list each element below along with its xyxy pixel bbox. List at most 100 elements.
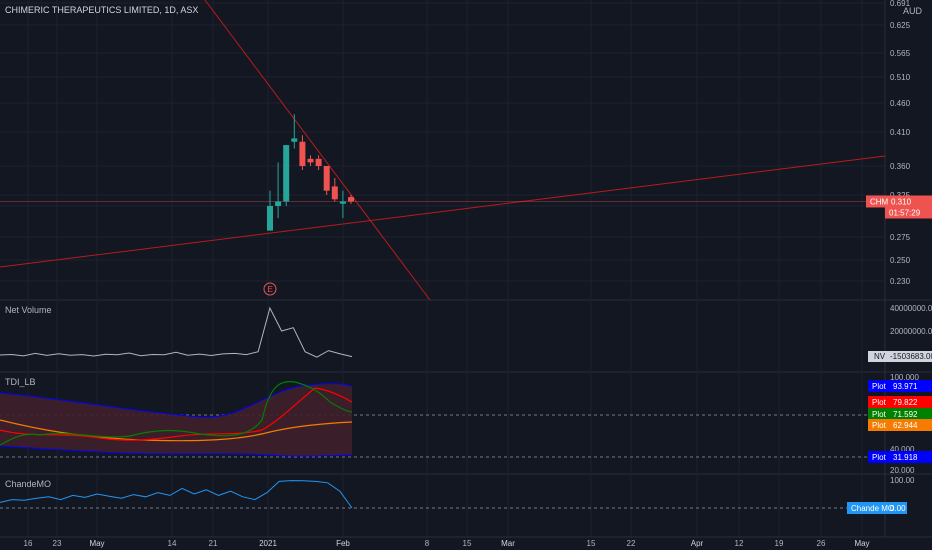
tdi-axis-tick: 40.000 [890,445,915,454]
chande-badge-label: Chande MO [851,504,894,513]
price-axis-tick-label: 0.691 [890,0,911,8]
candles [267,114,354,231]
tdi-pane [0,381,885,458]
candle [267,190,273,231]
x-axis-tick-label: Mar [501,539,515,548]
last-price-symbol: CHM [870,197,889,206]
tdi-axis-tick: 20.000 [890,466,915,475]
chande-line [0,480,353,509]
candle [331,178,338,202]
tdi-orange-line [0,419,353,442]
candle-body [339,201,346,204]
tdi-green-line [0,381,353,446]
tdi-plot-badge-name: Plot [872,453,887,462]
net-volume-line [0,306,353,358]
candle-body [307,158,314,163]
tdi-plot-badge-name: Plot [872,421,887,430]
chande-axis-tick: 100.00 [890,476,915,485]
candle-body [299,141,306,166]
tdi-band-fill [0,383,352,457]
price-axis-tick-label: 0.230 [890,277,911,286]
candle [315,155,322,170]
x-axis-tick-label: 21 [209,539,218,548]
tdi-plot-badge [868,451,932,463]
price-axis-tick-label: 0.410 [890,128,911,137]
candle-body [291,138,298,142]
last-price-value: 0.310 [891,197,912,206]
candle [283,145,290,206]
price-axis-tick-label: 0.360 [890,162,911,171]
price-axis-tick-label: 0.565 [890,49,911,58]
net-volume-pane [0,306,353,358]
earnings-circle [263,282,277,296]
tdi-lower-band [0,445,353,457]
x-axis-tick-label: May [89,539,104,548]
price-axis-tick-label: 0.460 [890,99,911,108]
net-volume-title: Net Volume [5,305,52,315]
descending-trendline[interactable] [204,0,431,301]
net-volume-badge-label: NV [874,352,886,361]
price-axis-tick-label: 0.625 [890,21,911,30]
chande-title: ChandeMO [5,479,51,489]
candle [307,155,314,166]
candle-body [348,197,354,202]
axes: 16 23 May 14 21 2021 Feb 8 15 Mar 15 22 Apr 12 19 26 May… [24,0,932,548]
tdi-plot-badge-value: 31.918 [893,453,918,462]
tdi-plot-badge-name: Plot [872,410,887,419]
x-axis-tick-label: May [854,539,869,548]
tdi-plot-badge-name: Plot [872,398,887,407]
candle [339,190,346,219]
currency-label: AUD [903,6,923,16]
tdi-plot-badge [868,419,932,431]
candle-body [283,145,290,202]
chande-badge-value: 0.00 [890,504,906,513]
tdi-red-line [0,387,353,441]
x-axis-tick-label: 26 [817,539,826,548]
candle [291,114,298,149]
tdi-upper-band [0,383,353,418]
chande-badge [847,502,907,514]
tdi-plot-badge [868,408,932,420]
net-volume-badge [868,351,932,362]
tdi-plot-badge-value: 71.592 [893,410,918,419]
chande-pane [0,480,885,509]
last-price-badge [866,195,932,208]
earnings-letter: E [268,285,273,294]
x-axis-tick-label: 2021 [259,539,277,548]
candle [275,162,282,219]
trendlines[interactable] [0,0,886,301]
x-axis-tick-label: 15 [587,539,596,548]
volume-axis-tick: 20000000.000 [890,327,932,336]
tdi-plot-badge [868,380,932,392]
x-axis-tick-label: 23 [53,539,62,548]
tdi-plot-badge [868,396,932,408]
candle [348,195,354,204]
x-axis-tick-label: 14 [168,539,177,548]
price-axis-tick-label: 0.275 [890,233,911,242]
ascending-trendline[interactable] [0,155,886,268]
candle [299,135,306,170]
symbol-title: CHIMERIC THERAPEUTICS LIMITED, 1D, ASX [5,5,198,15]
candle-body [275,201,282,206]
candle-body [323,166,330,191]
net-volume-badge-value: -1503683.000 [890,352,932,361]
x-axis-tick-label: 22 [627,539,636,548]
tdi-title: TDI_LB [5,377,36,387]
tdi-plot-badge-value: 79.822 [893,398,918,407]
countdown-badge [885,207,932,219]
x-axis-tick-label: 8 [425,539,430,548]
volume-axis-tick: 40000000.000 [890,304,932,313]
tdi-axis-tick: 100.000 [890,373,919,382]
grid [0,0,932,538]
price-axis-tick-label: 0.250 [890,256,911,265]
price-axis-tick-label: 0.510 [890,73,911,82]
x-axis-tick-label: 15 [463,539,472,548]
tdi-plot-badge-value: 62.944 [893,421,918,430]
tdi-plot-badge-value: 93.971 [893,382,918,391]
x-axis-tick-label: 12 [735,539,744,548]
tdi-plot-badge-name: Plot [872,382,887,391]
earnings-marker[interactable]: E [263,282,277,296]
candle-body [267,206,273,231]
